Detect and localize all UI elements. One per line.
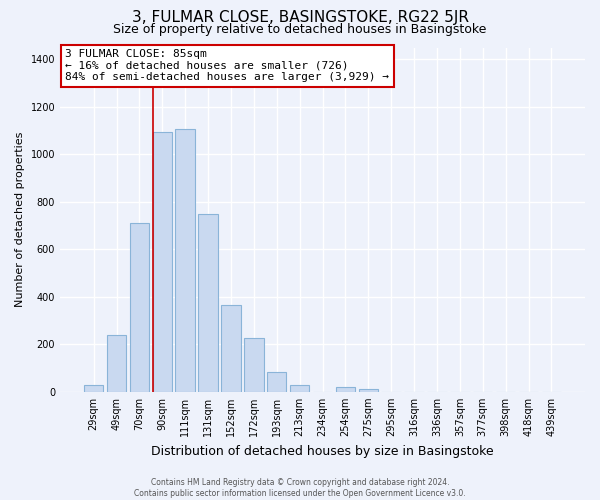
Bar <box>221 305 241 392</box>
Bar <box>359 390 378 392</box>
Bar <box>267 372 286 392</box>
Bar <box>244 338 263 392</box>
Text: Size of property relative to detached houses in Basingstoke: Size of property relative to detached ho… <box>113 22 487 36</box>
Text: 3, FULMAR CLOSE, BASINGSTOKE, RG22 5JR: 3, FULMAR CLOSE, BASINGSTOKE, RG22 5JR <box>131 10 469 25</box>
Text: 3 FULMAR CLOSE: 85sqm
← 16% of detached houses are smaller (726)
84% of semi-det: 3 FULMAR CLOSE: 85sqm ← 16% of detached … <box>65 49 389 82</box>
Bar <box>335 387 355 392</box>
Y-axis label: Number of detached properties: Number of detached properties <box>15 132 25 308</box>
Bar <box>84 384 103 392</box>
X-axis label: Distribution of detached houses by size in Basingstoke: Distribution of detached houses by size … <box>151 444 494 458</box>
Bar <box>290 384 310 392</box>
Bar <box>175 130 195 392</box>
Bar <box>152 132 172 392</box>
Bar <box>107 335 126 392</box>
Bar <box>199 214 218 392</box>
Bar <box>130 223 149 392</box>
Text: Contains HM Land Registry data © Crown copyright and database right 2024.
Contai: Contains HM Land Registry data © Crown c… <box>134 478 466 498</box>
